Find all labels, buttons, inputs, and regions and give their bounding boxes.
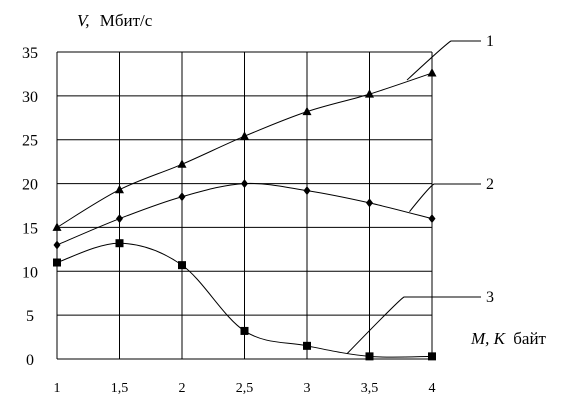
series-markers xyxy=(52,68,437,361)
x-axis-variable: M, K xyxy=(470,329,507,348)
series-2-point xyxy=(53,240,61,250)
series-3-point xyxy=(178,261,186,270)
y-tick-label: 10 xyxy=(22,264,38,281)
series-2-point xyxy=(303,186,311,196)
x-tick-labels: 1 1,5 2 2,5 3 3,5 4 xyxy=(54,381,436,396)
series-2-leader xyxy=(409,183,481,212)
y-tick-label: 15 xyxy=(22,220,38,237)
y-tick-label: 30 xyxy=(22,89,38,106)
series-2-point xyxy=(241,179,248,189)
series-1-point xyxy=(52,222,62,231)
series-2-point xyxy=(428,214,436,224)
series-3-point xyxy=(53,258,61,267)
x-tick-label: 1,5 xyxy=(111,381,129,396)
x-axis-unit: байт xyxy=(513,329,546,348)
y-tick-label: 0 xyxy=(26,352,34,369)
series-2-label: 2 xyxy=(486,176,494,193)
x-axis-label: M, K байт xyxy=(470,329,547,348)
x-tick-label: 2,5 xyxy=(236,381,254,396)
series-1-point xyxy=(365,89,374,98)
series-1-point xyxy=(115,184,124,194)
series-3-point xyxy=(115,239,124,248)
y-tick-label: 25 xyxy=(22,133,38,150)
y-tick-labels: 0 5 10 15 20 25 30 35 xyxy=(22,45,38,369)
series-2-point xyxy=(366,198,373,208)
series-3-point xyxy=(240,326,249,335)
x-tick-label: 3 xyxy=(304,381,311,396)
series-3-point xyxy=(365,352,374,361)
series-3-point xyxy=(303,341,311,350)
y-axis-unit: Мбит/с xyxy=(100,11,153,30)
series-1-leader xyxy=(406,40,481,81)
x-tick-label: 4 xyxy=(429,381,436,396)
series-1-point xyxy=(177,159,187,168)
series-1-point xyxy=(427,68,437,77)
grid xyxy=(56,51,433,360)
y-tick-label: 5 xyxy=(26,308,34,325)
series-1-label: 1 xyxy=(486,33,494,50)
y-tick-label: 35 xyxy=(22,45,38,62)
y-tick-label: 20 xyxy=(22,177,38,194)
y-axis-label: V, Мбит/с xyxy=(77,11,153,30)
series-2-point xyxy=(178,192,186,202)
series-leaders: 1 2 3 xyxy=(346,33,494,355)
series-1-point xyxy=(240,131,249,140)
series-1-point xyxy=(302,106,312,116)
series-3-label: 3 xyxy=(486,289,494,306)
x-tick-label: 2 xyxy=(179,381,186,396)
series-3-point xyxy=(428,352,436,361)
series-3-leader xyxy=(346,296,481,355)
x-tick-label: 3,5 xyxy=(361,381,379,396)
x-tick-label: 1 xyxy=(54,381,61,396)
y-axis-variable: V, xyxy=(77,11,90,30)
series-2-point xyxy=(116,214,123,224)
